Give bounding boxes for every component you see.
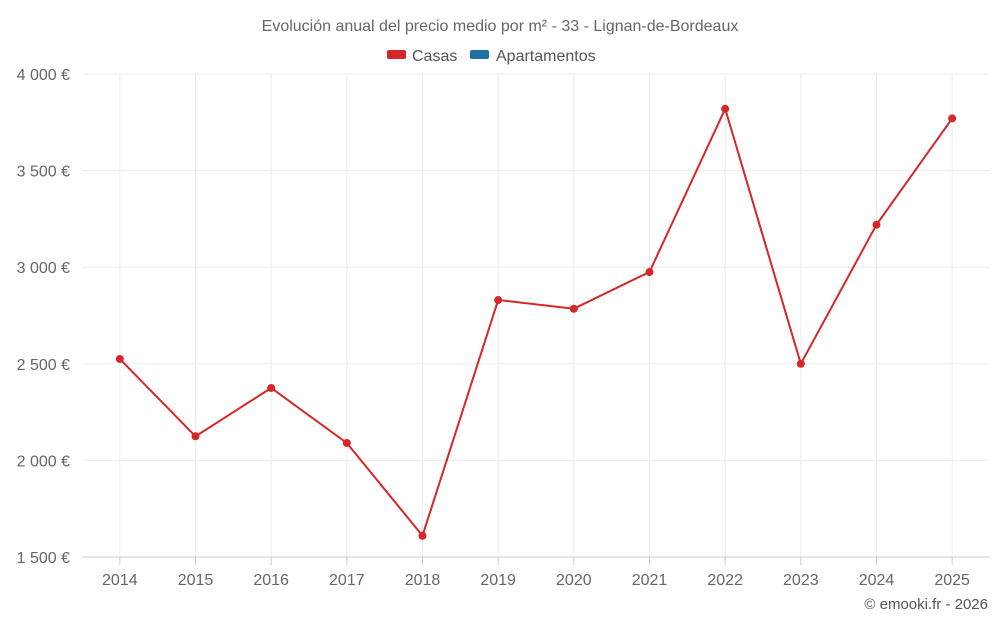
data-point-casas[interactable] xyxy=(267,383,276,392)
x-tick-label: 2024 xyxy=(859,572,895,589)
data-point-casas[interactable] xyxy=(948,114,957,123)
data-point-casas[interactable] xyxy=(494,296,503,305)
grid-lines xyxy=(82,73,990,557)
y-tick-label: 4 000 € xyxy=(17,67,70,84)
x-tick-label: 2022 xyxy=(707,572,743,589)
data-point-casas[interactable] xyxy=(418,531,427,540)
data-point-casas[interactable] xyxy=(721,104,730,113)
legend: Casas Apartamentos xyxy=(387,48,596,65)
data-point-casas[interactable] xyxy=(191,432,200,441)
y-tick-label: 1 500 € xyxy=(17,550,70,567)
legend-label-casas: Casas xyxy=(412,48,457,65)
x-tick-label: 2017 xyxy=(329,572,365,589)
y-tick-label: 3 500 € xyxy=(17,164,70,181)
data-point-casas[interactable] xyxy=(342,439,351,448)
axes: 4 000 € 3 500 € 3 000 € 2 500 € 2 000 € 1 500… xyxy=(17,67,990,589)
y-tick-label: 2 000 € xyxy=(17,453,70,470)
legend-item-casas[interactable]: Casas xyxy=(387,48,457,65)
data-point-casas[interactable] xyxy=(115,354,124,363)
data-point-casas[interactable] xyxy=(645,268,654,277)
legend-item-apartamentos[interactable]: Apartamentos xyxy=(470,48,596,65)
series-casas xyxy=(115,104,957,540)
legend-swatch-apartamentos xyxy=(470,50,489,59)
legend-label-apartamentos: Apartamentos xyxy=(496,48,596,65)
credit-text: © emooki.fr - 2026 xyxy=(864,596,988,613)
x-tick-label: 2021 xyxy=(632,572,668,589)
data-point-casas[interactable] xyxy=(796,359,805,368)
series-line-casas xyxy=(119,105,954,538)
x-tick-label: 2023 xyxy=(783,572,819,589)
x-tick-label: 2014 xyxy=(102,572,138,589)
y-tick-label: 3 000 € xyxy=(17,260,70,277)
x-tick-label: 2018 xyxy=(405,572,441,589)
x-tick-label: 2015 xyxy=(178,572,214,589)
data-point-casas[interactable] xyxy=(569,304,578,313)
chart-title: Evolución anual del precio medio por m² … xyxy=(262,18,739,35)
legend-swatch-casas xyxy=(387,50,406,59)
y-tick-label: 2 500 € xyxy=(17,357,70,374)
x-tick-label: 2025 xyxy=(934,572,970,589)
x-tick-label: 2020 xyxy=(556,572,592,589)
x-tick-label: 2019 xyxy=(480,572,516,589)
data-point-casas[interactable] xyxy=(872,220,881,229)
x-tick-label: 2016 xyxy=(253,572,289,589)
